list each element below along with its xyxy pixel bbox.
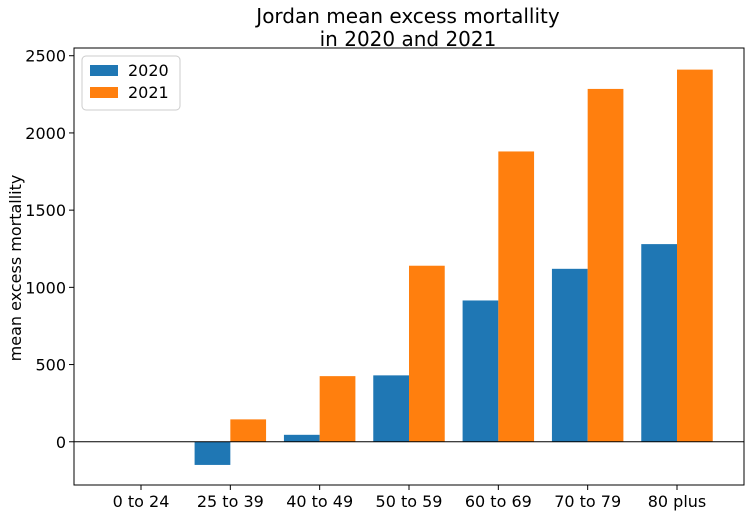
x-tick-label-0-to-24: 0 to 24 xyxy=(113,492,170,511)
x-tick-label-25-to-39: 25 to 39 xyxy=(197,492,264,511)
bar-2021-25-to-39 xyxy=(230,419,267,442)
legend-swatch-2020 xyxy=(90,65,118,76)
x-tick-label-60-to-69: 60 to 69 xyxy=(465,492,532,511)
bar-2020-25-to-39 xyxy=(194,441,231,465)
bar-2021-70-to-79 xyxy=(587,88,624,442)
y-tick-label-2500: 2500 xyxy=(25,47,66,66)
bar-2020-80-plus xyxy=(641,244,677,442)
bar-2020-70-to-79 xyxy=(551,268,588,442)
bar-2020-50-to-59 xyxy=(373,375,409,442)
chart-title-line-1: Jordan mean excess mortallity xyxy=(254,4,560,28)
plot-area: 0 500 1000 1500 2000 2500 0 to 24 25 to 39 40 to… xyxy=(25,47,745,511)
y-axis-label: mean excess mortallity xyxy=(6,175,25,362)
bar-2021-80-plus xyxy=(677,69,713,442)
x-tick-label-40-to-49: 40 to 49 xyxy=(286,492,353,511)
bar-2021-60-to-69 xyxy=(498,151,535,442)
bar-2021-40-to-49 xyxy=(319,376,356,442)
chart-title-line-2: in 2020 and 2021 xyxy=(320,27,497,51)
legend-label-2020: 2020 xyxy=(128,61,169,80)
y-tick-label-0: 0 xyxy=(56,433,66,452)
legend-label-2021: 2021 xyxy=(128,83,169,102)
x-tick-label-50-to-59: 50 to 59 xyxy=(376,492,443,511)
y-tick-label-1000: 1000 xyxy=(25,278,66,297)
legend: 2020 2021 xyxy=(81,55,181,111)
y-tick-label-1500: 1500 xyxy=(25,201,66,220)
x-tick-label-70-to-79: 70 to 79 xyxy=(554,492,621,511)
x-tick-label-80-plus: 80 plus xyxy=(648,492,707,511)
bar-2020-60-to-69 xyxy=(462,300,499,442)
legend-swatch-2021 xyxy=(90,87,118,98)
bar-2021-50-to-59 xyxy=(409,265,445,442)
bar-2020-40-to-49 xyxy=(283,434,320,442)
y-tick-label-500: 500 xyxy=(35,356,66,375)
y-tick-label-2000: 2000 xyxy=(25,124,66,143)
